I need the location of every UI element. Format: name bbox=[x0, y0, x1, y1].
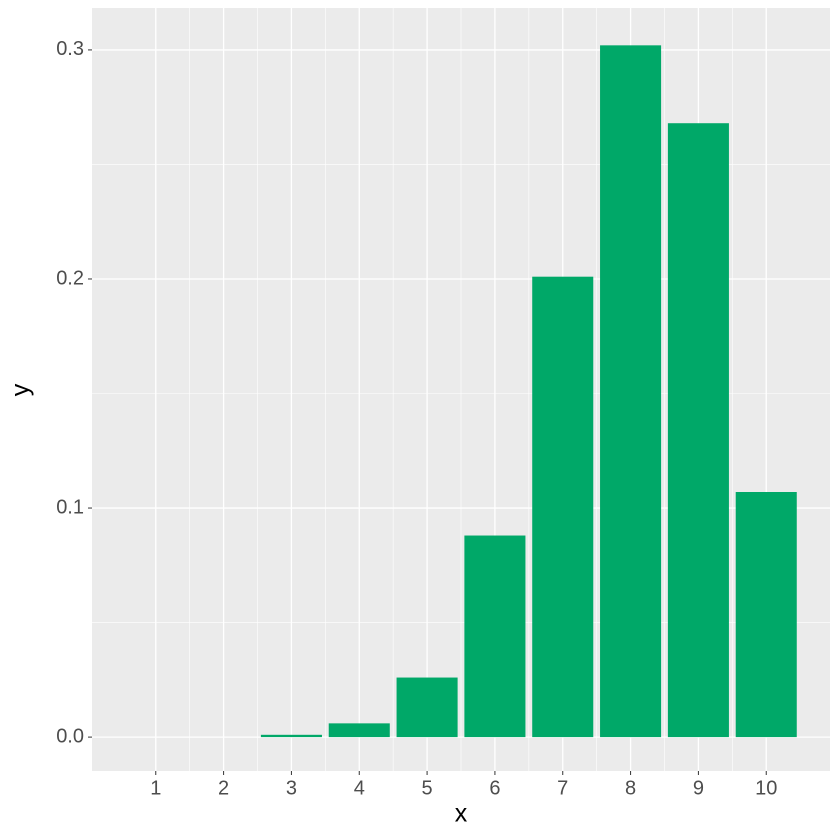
x-tick-label: 3 bbox=[286, 777, 297, 799]
x-tick-label: 1 bbox=[150, 777, 161, 799]
x-tick-label: 2 bbox=[218, 777, 229, 799]
y-tick-label: 0.0 bbox=[56, 725, 84, 747]
bar bbox=[600, 45, 662, 738]
y-axis-title: y bbox=[7, 383, 35, 396]
y-tick-label: 0.3 bbox=[56, 38, 84, 60]
bar bbox=[328, 723, 390, 738]
bar bbox=[464, 535, 526, 738]
x-axis-title: x bbox=[455, 800, 468, 828]
bar bbox=[396, 677, 458, 738]
x-tick-label: 10 bbox=[755, 777, 777, 799]
bar bbox=[260, 734, 322, 738]
x-tick-label: 5 bbox=[422, 777, 433, 799]
x-tick-label: 7 bbox=[557, 777, 568, 799]
bar bbox=[735, 492, 797, 738]
x-tick-label: 9 bbox=[693, 777, 704, 799]
x-tick-label: 6 bbox=[489, 777, 500, 799]
y-tick-label: 0.1 bbox=[56, 496, 84, 518]
bar bbox=[532, 276, 594, 738]
x-tick-label: 8 bbox=[625, 777, 636, 799]
y-tick-label: 0.2 bbox=[56, 267, 84, 289]
bar bbox=[667, 123, 729, 738]
x-tick-label: 4 bbox=[354, 777, 365, 799]
